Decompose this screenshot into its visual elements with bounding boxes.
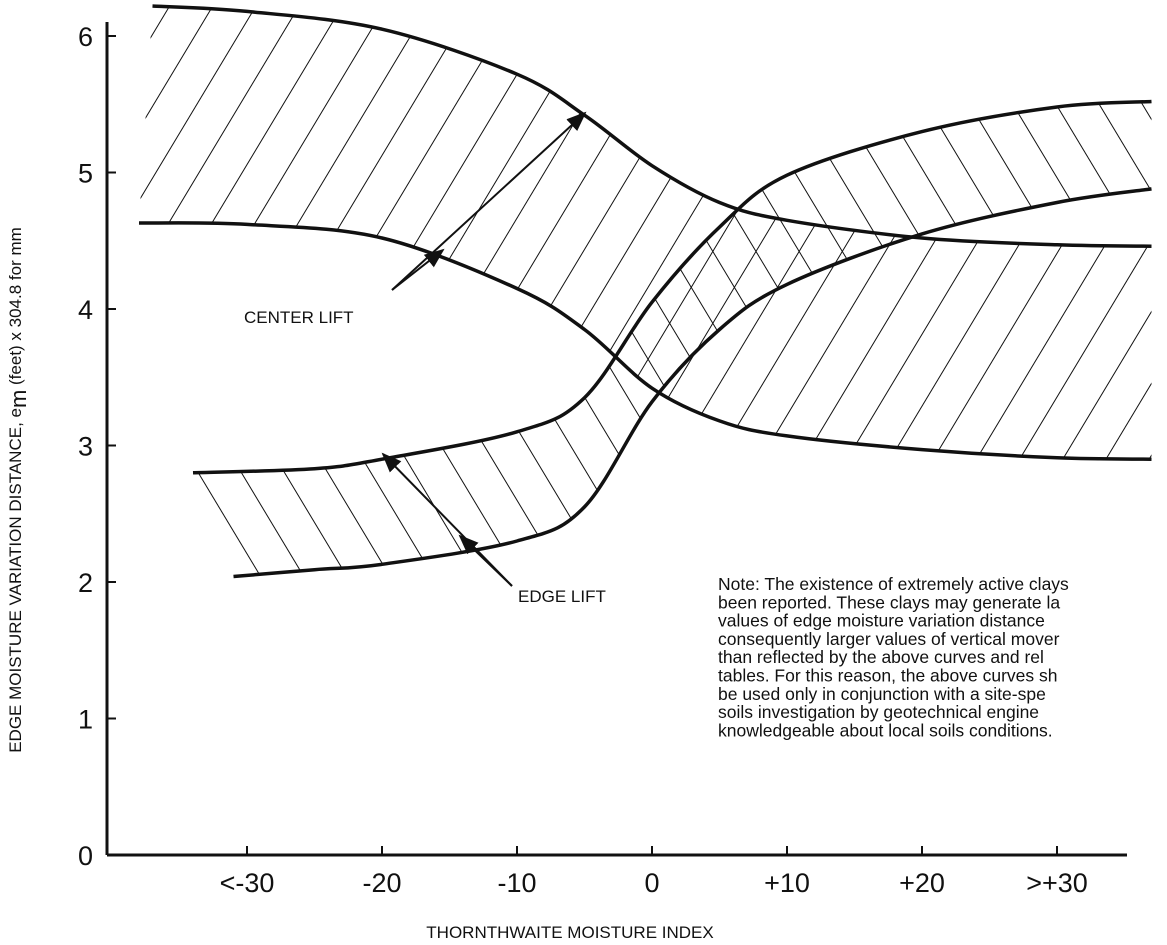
x-tick-label: -20	[362, 868, 401, 898]
note-line: values of edge moisture variation distan…	[718, 611, 1045, 631]
note-line: than reflected by the above curves and r…	[718, 647, 1044, 667]
y-tick-label: 2	[78, 568, 93, 598]
x-tick-label: -10	[497, 868, 536, 898]
y-axis-title: EDGE MOISTURE VARIATION DISTANCE, em (fe…	[6, 227, 31, 753]
axes-layer	[105, 22, 1127, 857]
x-tick-label: +20	[899, 868, 945, 898]
y-tick-label: 5	[78, 159, 93, 189]
x-tick-label: +10	[764, 868, 810, 898]
annotation-label-center-lift: CENTER LIFT	[244, 308, 354, 327]
note-line: soils investigation by geotechnical engi…	[718, 702, 1039, 722]
note-block: Note: The existence of extremely active …	[718, 574, 1069, 740]
note-line: Note: The existence of extremely active …	[718, 574, 1069, 594]
band-lower-curve-edge-lift	[233, 187, 1152, 579]
band-upper-curve-center-lift	[152, 4, 1152, 248]
y-tick-label: 0	[78, 841, 93, 871]
x-tick-label: >+30	[1026, 868, 1088, 898]
note-line: tables. For this reason, the above curve…	[718, 666, 1057, 686]
ticks-layer: 0 1 2 3 4 5 6 <-30 -20 -10 0 +10 +20 >+30	[78, 22, 1088, 898]
band-upper-curve-edge-lift	[192, 99, 1152, 475]
x-axis-title: THORNTHWAITE MOISTURE INDEX	[426, 923, 713, 942]
y-axis-title-main: EDGE MOISTURE VARIATION DISTANCE, e	[6, 408, 25, 753]
x-tick-label: <-30	[220, 868, 275, 898]
x-tick-label: 0	[644, 868, 659, 898]
note-line: been reported. These clays may generate …	[718, 592, 1060, 612]
y-tick-label: 4	[78, 295, 93, 325]
y-tick-label: 6	[78, 22, 93, 52]
note-line: consequently larger values of vertical m…	[718, 629, 1060, 649]
note-line: be used only in conjunction with a site-…	[718, 684, 1046, 704]
y-axis-title-subscript: m	[6, 390, 31, 408]
annotation-arrow-edge-lift	[381, 452, 513, 587]
annotation-arrow-center-lift	[391, 248, 445, 291]
bands-layer	[138, 4, 1152, 579]
y-tick-label: 3	[78, 432, 93, 462]
y-tick-label: 1	[78, 705, 93, 735]
annotation-label-edge-lift: EDGE LIFT	[518, 587, 606, 606]
band-fill-center-lift	[139, 6, 1152, 460]
note-line: knowledgeable about local soils conditio…	[718, 720, 1053, 740]
annotations-layer: CENTER LIFT EDGE LIFT	[244, 111, 606, 606]
y-axis-title-suffix: (feet) x 304.8 for mm	[6, 227, 25, 390]
band-fill-edge-lift	[193, 101, 1152, 577]
